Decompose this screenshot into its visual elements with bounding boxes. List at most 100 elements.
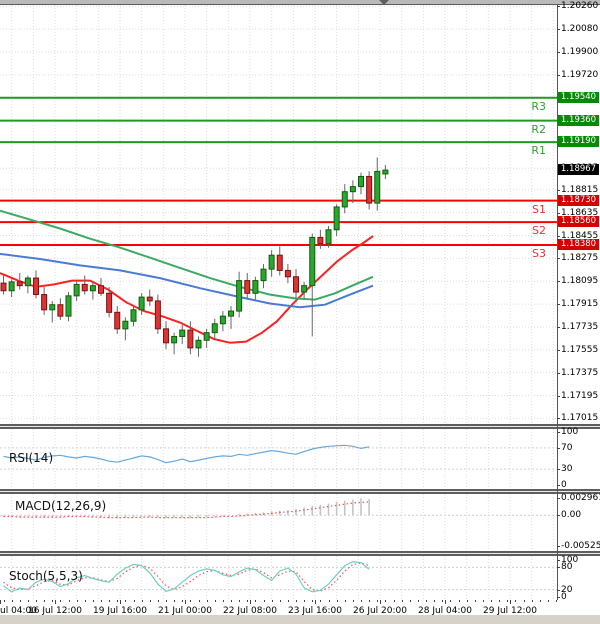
time-major-tick (510, 600, 511, 604)
indicator-tick-mark (557, 515, 560, 517)
time-major-tick (380, 600, 381, 604)
time-axis-label: 16 Jul 12:00 (28, 606, 82, 616)
chart-top-scrollbar[interactable] (0, 0, 600, 5)
level-label-r2: R2 (531, 122, 546, 136)
candle (317, 236, 324, 245)
time-minor-tick (466, 600, 468, 602)
price-tick-label: 1.17735 (561, 321, 599, 332)
price-tick-mark (557, 372, 560, 374)
stochastic-indicator-panel[interactable]: Stoch(5,5,3) (0, 556, 600, 601)
indicator-tick-label: 20 (561, 584, 573, 595)
time-minor-tick (76, 600, 78, 602)
time-minor-tick (539, 600, 541, 602)
level-label-r3: R3 (531, 99, 546, 113)
panel-separator[interactable] (0, 551, 600, 556)
candle (309, 236, 316, 287)
scroll-position-marker-icon[interactable] (379, 0, 389, 5)
time-major-tick (445, 600, 446, 604)
indicator-tick-mark (557, 560, 560, 561)
level-price-badge-s1: 1.18730 (558, 194, 599, 206)
price-tick-mark (557, 51, 560, 53)
indicator-tick-label: 0.00 (561, 510, 582, 521)
candle (33, 277, 39, 296)
time-major-tick (55, 600, 56, 604)
panel-separator[interactable] (0, 424, 600, 429)
time-minor-tick (491, 600, 492, 602)
time-minor-tick (263, 600, 265, 602)
candle (219, 315, 226, 325)
stochastic-plot[interactable] (0, 556, 557, 600)
ma-fast-red-line (0, 235, 374, 344)
level-label-s3: S3 (532, 247, 546, 261)
time-minor-tick (515, 600, 517, 602)
stoch-k-line (3, 561, 370, 593)
macd-plot[interactable] (0, 494, 557, 551)
indicator-tick-label: 30 (561, 464, 573, 475)
rsi-indicator-label: RSI(14) (9, 451, 54, 465)
price-tick-mark (557, 29, 560, 31)
macd-histogram (2, 498, 370, 519)
price-tick-mark (557, 258, 560, 260)
time-minor-tick (296, 600, 297, 602)
price-tick-label: 1.17915 (561, 299, 599, 310)
macd-signal-line (3, 501, 370, 519)
time-minor-tick (352, 600, 354, 602)
time-minor-tick (84, 600, 86, 602)
candle (179, 329, 186, 337)
ma-slow-green-line (0, 209, 374, 301)
price-chart-panel[interactable]: R3 R2 R1 S1 S2 S3 (0, 5, 600, 424)
rsi-plot[interactable] (0, 429, 557, 489)
time-minor-tick (417, 600, 419, 602)
time-axis-label: 23 Jul 16:00 (288, 606, 342, 616)
indicator-tick-label: 100 (561, 555, 579, 565)
macd-indicator-panel[interactable]: MACD(12,26,9) (0, 494, 600, 551)
rsi-indicator-panel[interactable]: RSI(14) (0, 429, 600, 489)
time-minor-tick (157, 600, 159, 602)
time-axis-label: 22 Jul 08:00 (223, 606, 277, 616)
time-minor-tick (507, 600, 509, 602)
indicator-tick-label: 80 (561, 562, 573, 573)
indicator-tick-label: 70 (561, 442, 573, 453)
indicator-tick-label: 0 (561, 480, 567, 490)
candle (98, 285, 104, 294)
candle (41, 294, 48, 311)
price-tick-label: 1.18635 (561, 207, 599, 218)
indicator-tick-label: -0.005255 (561, 540, 600, 551)
time-minor-tick (206, 600, 208, 602)
macd-indicator-label: MACD(12,26,9) (15, 499, 107, 513)
stochastic-indicator-label: Stoch(5,5,3) (9, 569, 83, 583)
candle (293, 276, 299, 293)
indicator-tick-mark (557, 589, 560, 591)
candle (65, 295, 72, 317)
indicator-tick-mark (557, 469, 560, 471)
time-minor-tick (450, 600, 452, 602)
time-major-tick (250, 600, 251, 604)
price-tick-label: 1.17375 (561, 367, 599, 378)
time-minor-tick (344, 600, 346, 602)
time-minor-tick (149, 600, 151, 602)
time-minor-tick (19, 600, 21, 602)
time-axis-label: 26 Jul 20:00 (353, 606, 407, 616)
time-minor-tick (117, 600, 119, 602)
price-tick-mark (557, 212, 560, 214)
time-minor-tick (336, 600, 338, 602)
candle (89, 285, 96, 292)
current-price-badge: 1.18967 (558, 164, 599, 176)
time-minor-tick (426, 600, 427, 602)
price-tick-label: 1.18815 (561, 184, 599, 195)
time-minor-tick (499, 600, 501, 602)
candle (366, 175, 373, 204)
level-label-s2: S2 (532, 224, 546, 238)
price-tick-label: 1.20080 (561, 24, 599, 35)
price-tick-mark (557, 349, 560, 351)
time-minor-tick (434, 600, 436, 602)
time-minor-tick (482, 600, 484, 602)
indicator-tick-mark (557, 432, 560, 433)
panel-separator[interactable] (0, 489, 600, 494)
price-tick-label: 1.17195 (561, 390, 599, 401)
time-minor-tick (556, 600, 557, 602)
price-chart-plot[interactable] (0, 5, 557, 424)
candle (49, 304, 56, 311)
time-minor-tick (190, 600, 192, 602)
candle (24, 277, 31, 287)
